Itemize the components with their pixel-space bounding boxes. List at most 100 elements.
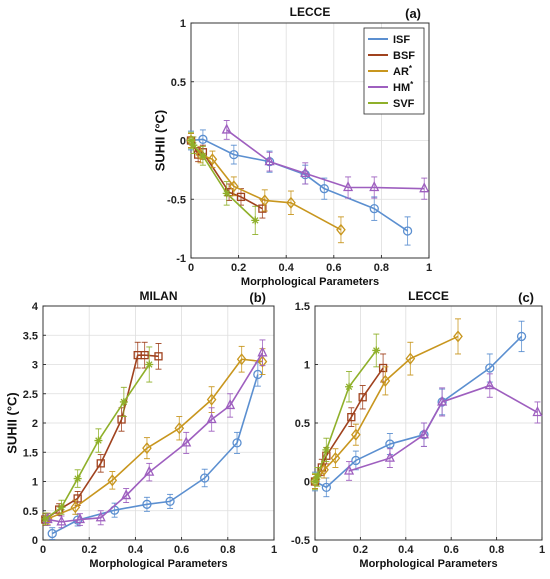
y-tick-label: 3 — [32, 360, 38, 372]
series-ar — [42, 345, 268, 526]
legend-label-part: * — [409, 64, 413, 73]
data-point — [369, 181, 380, 192]
data-point — [154, 352, 163, 361]
y-tick-label: 1.5 — [295, 301, 310, 313]
data-point — [343, 181, 354, 192]
data-point — [142, 442, 152, 455]
data-point — [336, 223, 346, 236]
data-point — [225, 398, 236, 410]
data-point — [437, 395, 448, 406]
x-tick-label: 0.8 — [489, 544, 504, 556]
data-point — [56, 515, 67, 526]
legend-label: SVF — [393, 98, 415, 110]
y-tick-label: 1 — [304, 360, 310, 372]
data-point — [222, 189, 231, 198]
legend: ISF BSF AR* HM* SVF — [363, 27, 425, 115]
x-tick-label: 0.2 — [82, 544, 97, 556]
data-point — [358, 393, 367, 402]
y-tick-label: 0.5 — [23, 506, 38, 518]
plot-border — [314, 305, 543, 541]
panel-label: (c) — [518, 290, 534, 305]
legend-label-part: ISF — [393, 34, 410, 46]
data-point — [385, 439, 395, 449]
y-tick-label: 4 — [32, 301, 39, 313]
series-line — [47, 352, 264, 523]
x-axis-label: Morphological Parameters — [241, 276, 379, 288]
y-tick-label: 2.5 — [23, 389, 38, 401]
data-point — [300, 166, 311, 178]
data-point — [257, 346, 268, 357]
data-point — [286, 196, 296, 209]
x-tick-label: 0.4 — [128, 544, 144, 556]
legend-label: ISF — [393, 34, 410, 46]
x-tick-label: 1 — [539, 544, 545, 556]
data-point — [229, 149, 239, 160]
data-point — [144, 465, 155, 476]
data-point — [402, 226, 413, 236]
data-point — [221, 123, 232, 134]
data-point — [73, 474, 82, 483]
legend-label: HM* — [393, 80, 414, 95]
data-point — [236, 192, 246, 202]
series-line — [226, 129, 425, 190]
y-tick-label: 0 — [180, 136, 186, 148]
data-point — [107, 474, 118, 487]
legend-label-part: AR — [393, 66, 409, 78]
data-point — [198, 151, 207, 160]
data-point — [55, 505, 64, 514]
data-point — [516, 331, 527, 342]
x-tick-label: 0.8 — [220, 544, 235, 556]
data-point — [95, 511, 106, 522]
data-point — [70, 501, 81, 514]
data-point — [142, 499, 152, 509]
y-tick-label: 1 — [32, 477, 38, 489]
y-tick-label: -0.5 — [167, 194, 186, 206]
legend-label-part: BSF — [393, 50, 415, 62]
y-tick-label: 1.5 — [23, 447, 38, 459]
data-point — [257, 355, 268, 368]
data-point — [313, 472, 322, 481]
data-point — [347, 412, 356, 422]
y-tick-label: 2 — [32, 418, 38, 430]
legend-label: BSF — [393, 50, 415, 62]
data-point — [322, 445, 331, 454]
data-point — [258, 204, 267, 213]
x-tick-label: 0.6 — [444, 544, 459, 556]
data-point — [96, 459, 105, 468]
data-point — [319, 463, 329, 476]
series-hm — [42, 339, 268, 529]
data-point — [198, 134, 208, 144]
x-axis-label: Morphological Parameters — [359, 558, 497, 570]
data-point — [73, 494, 82, 503]
data-point — [330, 452, 341, 465]
legend-label-part: HM — [393, 82, 410, 94]
data-point — [174, 422, 185, 435]
data-point — [206, 393, 217, 406]
data-point — [453, 330, 463, 343]
chart-title: LECCE — [408, 289, 449, 303]
series-hm — [221, 120, 430, 200]
data-point — [165, 496, 175, 507]
data-point — [187, 136, 195, 145]
y-tick-label: -1 — [176, 253, 186, 265]
data-point — [121, 489, 132, 500]
x-tick-label: 0.2 — [231, 262, 246, 274]
x-tick-label: 0 — [312, 544, 318, 556]
x-tick-label: 0.4 — [279, 262, 295, 274]
data-point — [207, 153, 218, 166]
data-point — [94, 436, 103, 445]
data-point — [372, 346, 381, 355]
x-tick-label: 0.2 — [353, 544, 368, 556]
chart-title: LECCE — [290, 5, 331, 19]
series-svf — [41, 346, 154, 526]
data-point — [419, 182, 430, 193]
data-point — [264, 155, 275, 166]
data-point — [378, 363, 388, 373]
series-svf — [311, 333, 381, 491]
data-point — [485, 363, 495, 373]
plot-border — [42, 305, 275, 541]
data-point — [140, 350, 149, 360]
data-point — [47, 528, 57, 539]
